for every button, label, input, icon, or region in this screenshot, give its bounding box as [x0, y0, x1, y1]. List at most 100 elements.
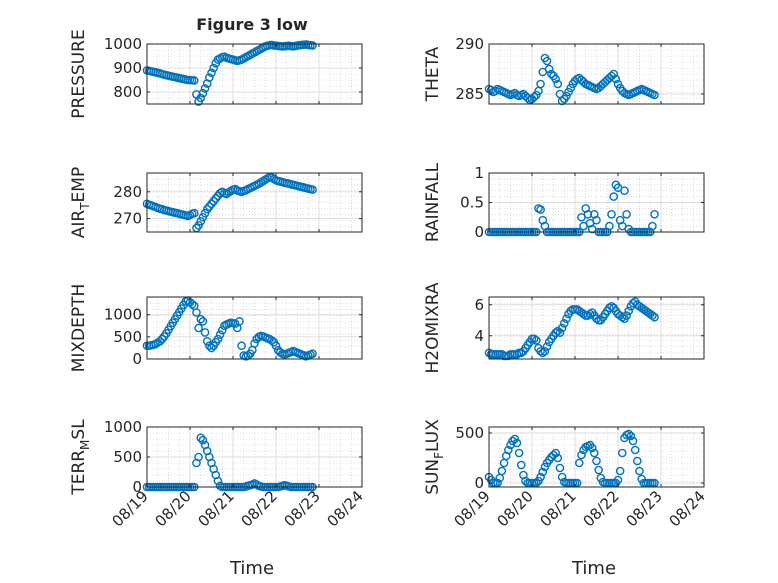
- data-point: [491, 86, 500, 96]
- data-point: [555, 328, 565, 337]
- data-point: [590, 448, 599, 458]
- data-point: [194, 452, 203, 462]
- data-point: [192, 308, 201, 317]
- axes-box: [146, 172, 363, 233]
- data-point: [207, 68, 216, 78]
- y-tick-label: 290: [455, 35, 484, 53]
- data-point: [618, 448, 627, 458]
- data-point: [579, 309, 588, 319]
- data-point: [514, 448, 524, 458]
- data-point: [557, 472, 567, 482]
- data-point: [618, 312, 627, 322]
- data-point: [622, 311, 631, 320]
- data-point: [237, 341, 246, 351]
- data-point: [583, 209, 593, 219]
- data-point: [620, 186, 629, 195]
- data-point: [540, 346, 550, 356]
- data-point: [609, 69, 619, 79]
- data-point: [529, 334, 539, 344]
- data-point: [198, 435, 208, 445]
- y-tick-label: 4: [474, 327, 484, 345]
- x-tick-label: 08/24: [666, 487, 709, 530]
- data-point: [542, 342, 552, 351]
- data-point: [633, 456, 642, 466]
- y-tick-label: 1000: [104, 35, 142, 53]
- y-axis-label: H2OMIXRA: [423, 282, 443, 373]
- data-point: [250, 339, 259, 348]
- data-point: [497, 466, 507, 476]
- data-point: [626, 431, 636, 441]
- data-point: [230, 319, 240, 328]
- data-point: [217, 325, 227, 335]
- data-point: [559, 319, 569, 328]
- data-point: [504, 445, 513, 455]
- data-point: [215, 330, 225, 339]
- data-point: [622, 209, 631, 219]
- data-point: [607, 301, 616, 311]
- axes-box: [488, 43, 705, 105]
- x-tick-label: 08/23: [281, 487, 324, 530]
- data-point: [196, 433, 206, 443]
- data-point: [635, 466, 644, 476]
- data-point: [536, 472, 545, 482]
- panel-5: 0 500 1000 MIXDEPTH: [69, 284, 363, 372]
- data-point: [538, 467, 548, 477]
- data-point: [557, 96, 567, 106]
- data-point: [585, 309, 595, 319]
- data-point: [594, 465, 603, 475]
- axes-box: [488, 426, 705, 488]
- data-point: [544, 64, 554, 74]
- y-tick-label: 500: [113, 328, 142, 346]
- panel-3: 270 280 AIRTEMP: [69, 167, 363, 238]
- y-axis-label: PRESSURE: [69, 29, 89, 118]
- data-point: [235, 317, 244, 326]
- data-point: [187, 299, 197, 309]
- data-point: [553, 79, 563, 89]
- panel-1: 800 900 1000 PRESSURE: [69, 29, 363, 119]
- x-tick-label: 08/22: [238, 487, 281, 530]
- x-axis-label-left: Time: [229, 558, 274, 579]
- data-point: [551, 448, 560, 458]
- x-axis-label-right: Time: [571, 558, 616, 579]
- x-tick-label: 08/19: [109, 487, 152, 530]
- axes-box: [146, 43, 363, 105]
- y-tick-label: 6: [474, 296, 484, 314]
- data-point: [547, 69, 556, 79]
- data-point: [575, 458, 584, 468]
- data-point: [536, 79, 545, 89]
- data-point: [615, 466, 625, 476]
- data-point: [213, 476, 223, 486]
- data-point: [577, 450, 586, 460]
- data-point: [538, 348, 548, 358]
- y-tick-label: 1000: [104, 306, 142, 324]
- data-point: [532, 336, 541, 345]
- y-tick-label: 800: [113, 83, 142, 101]
- data-point: [562, 314, 571, 324]
- y-tick-label: 1000: [104, 418, 142, 436]
- data-point: [205, 73, 214, 82]
- data-point: [607, 209, 616, 219]
- x-tick-label: 08/21: [537, 487, 580, 530]
- axes-box: [488, 296, 705, 360]
- data-point: [648, 221, 657, 231]
- y-tick-label: 500: [113, 448, 142, 466]
- data-point: [624, 306, 634, 316]
- data-point: [551, 328, 560, 337]
- data-point: [308, 41, 317, 50]
- data-point: [516, 460, 526, 470]
- y-axis-label: SUNFLUX: [423, 419, 446, 495]
- axes-box: [146, 296, 363, 360]
- data-point: [207, 343, 216, 353]
- data-point: [512, 438, 522, 448]
- data-point: [529, 92, 539, 102]
- data-point: [308, 185, 317, 194]
- y-tick-label: 0: [474, 474, 484, 492]
- data-point: [536, 346, 545, 356]
- data-point: [650, 90, 659, 100]
- data-point: [209, 63, 218, 73]
- y-tick-label: 285: [455, 85, 484, 103]
- data-point: [189, 208, 199, 218]
- panel-6: 4 6 H2OMIXRA: [423, 282, 705, 374]
- y-tick-label: 0: [474, 223, 484, 241]
- data-point: [630, 445, 640, 455]
